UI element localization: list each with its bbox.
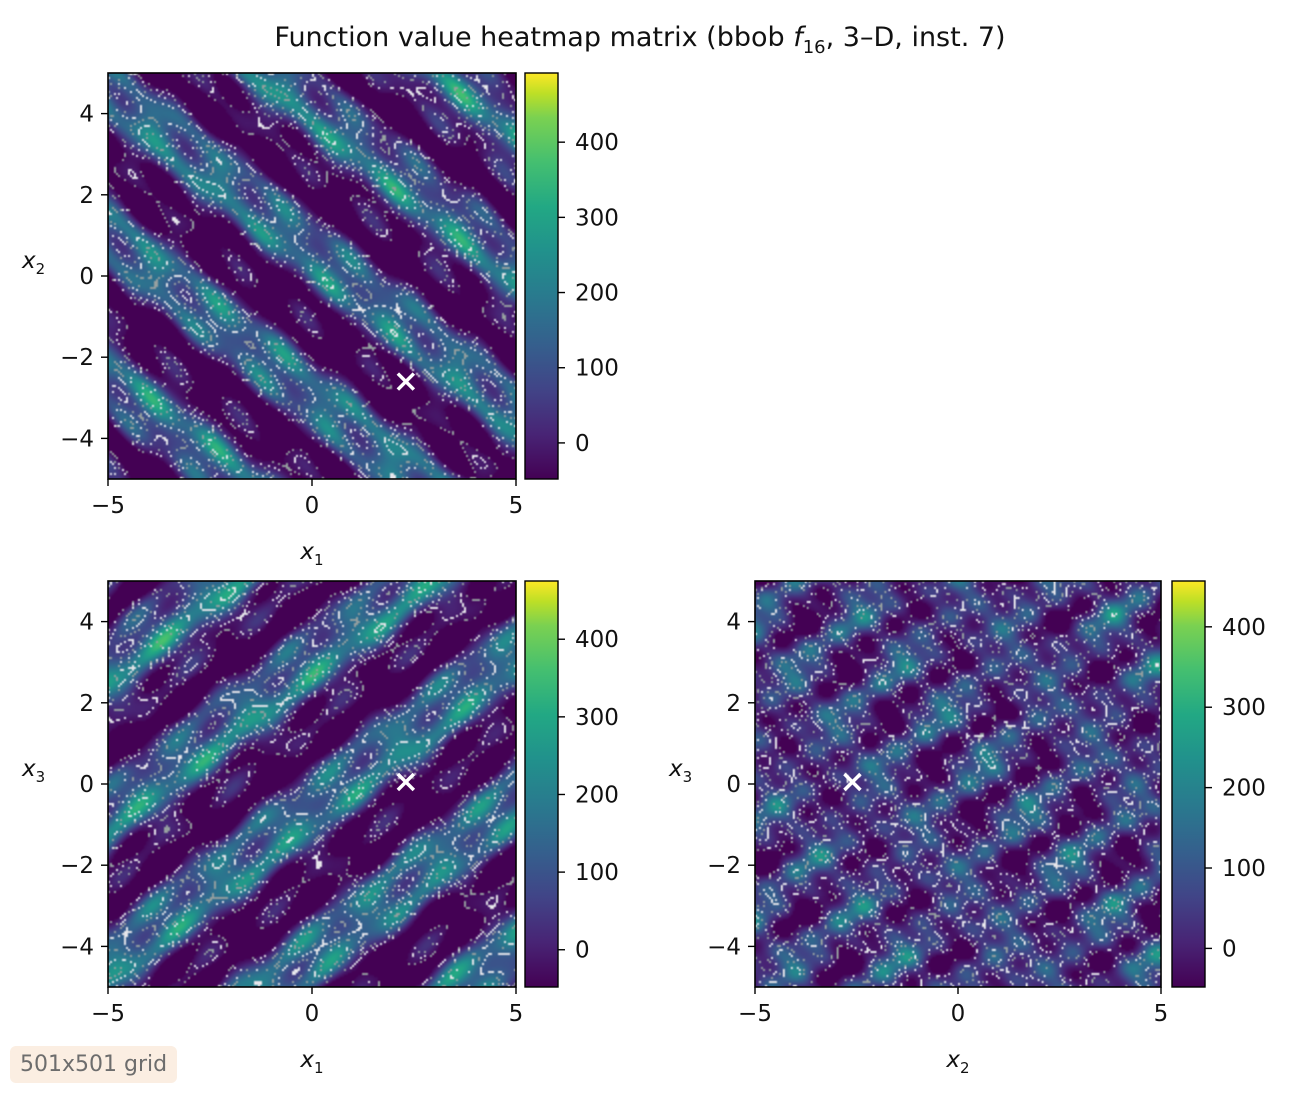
x-tick-label: 0 — [951, 1001, 966, 1027]
heatmap-panel-bottom-right: −5 0 5 −4 −2 0 2 4 x2 x3 0 100 200 300 400 — [668, 580, 1266, 1077]
y-axis-label: x3 — [668, 756, 692, 786]
y-tick-label: −4 — [60, 426, 94, 452]
colorbar-frame — [1171, 580, 1206, 988]
x-tick-label: 0 — [305, 493, 320, 519]
colorbar-tick-label: 0 — [1222, 936, 1237, 962]
x-tick-label: 5 — [1154, 1001, 1169, 1027]
figure-title: Function value heatmap matrix (bbob f16,… — [274, 22, 1005, 58]
x-tick-label: −5 — [738, 1001, 772, 1027]
colorbar-frame — [524, 72, 559, 480]
colorbar-frame — [524, 580, 559, 988]
y-tick-label: 0 — [726, 772, 741, 798]
grid-size-badge: 501x501 grid — [10, 1046, 178, 1083]
colorbar-tick-label: 100 — [575, 860, 619, 886]
colorbar-tick-label: 100 — [575, 356, 619, 382]
colorbar: 0 100 200 300 400 — [524, 72, 619, 480]
colorbar-tick-label: 100 — [1222, 856, 1266, 882]
y-tick-label: 2 — [79, 183, 94, 209]
x-tick-label: 5 — [509, 493, 524, 519]
colorbar-tick-label: 400 — [1222, 615, 1266, 641]
x-tick-label: 0 — [305, 1001, 320, 1027]
colorbar: 0 100 200 300 400 — [1171, 580, 1266, 988]
y-tick-label: 4 — [79, 102, 94, 128]
colorbar-tick-label: 200 — [575, 281, 619, 307]
y-tick-label: 4 — [726, 610, 741, 636]
heatmap-image — [108, 73, 516, 479]
colorbar-tick-label: 300 — [575, 705, 619, 731]
x-tick-label: −5 — [91, 1001, 125, 1027]
y-axis-label: x2 — [21, 248, 45, 278]
x-axis-label: x1 — [299, 539, 323, 569]
y-tick-label: −4 — [707, 934, 741, 960]
y-tick-label: 0 — [79, 264, 94, 290]
x-axis-label: x1 — [299, 1047, 323, 1077]
y-tick-label: 2 — [726, 691, 741, 717]
x-tick-label: 5 — [509, 1001, 524, 1027]
y-tick-label: 0 — [79, 772, 94, 798]
colorbar-tick-label: 300 — [1222, 695, 1266, 721]
x-axis-label: x2 — [945, 1047, 969, 1077]
heatmap-panel-top-left: −5 0 5 −4 −2 0 2 4 x1 x2 0 100 200 300 400 — [21, 72, 619, 569]
heatmap-image — [108, 581, 516, 987]
colorbar-tick-label: 400 — [575, 627, 619, 653]
heatmap-panel-bottom-left: −5 0 5 −4 −2 0 2 4 x1 x3 0 100 200 300 400 — [21, 580, 619, 1077]
colorbar-tick-label: 0 — [575, 431, 590, 457]
y-tick-label: −2 — [60, 853, 94, 879]
y-tick-label: 4 — [79, 610, 94, 636]
colorbar-gradient — [525, 73, 558, 479]
optimum-marker — [396, 372, 416, 391]
colorbar-tick-label: 400 — [575, 130, 619, 156]
y-axis-label: x3 — [21, 756, 45, 786]
optimum-marker — [843, 772, 862, 792]
y-tick-label: −2 — [707, 853, 741, 879]
heatmap-image — [755, 581, 1161, 987]
colorbar-tick-label: 300 — [575, 205, 619, 231]
colorbar-tick-label: 200 — [575, 782, 619, 808]
colorbar-gradient — [1172, 581, 1205, 987]
colorbar: 0 100 200 300 400 — [524, 580, 619, 988]
colorbar-tick-label: 0 — [575, 938, 590, 964]
x-tick-label: −5 — [91, 493, 125, 519]
y-tick-label: 2 — [79, 691, 94, 717]
colorbar-tick-label: 200 — [1222, 776, 1266, 802]
y-tick-label: −2 — [60, 345, 94, 371]
optimum-marker — [396, 772, 416, 792]
colorbar-gradient — [525, 581, 558, 987]
y-tick-label: −4 — [60, 934, 94, 960]
